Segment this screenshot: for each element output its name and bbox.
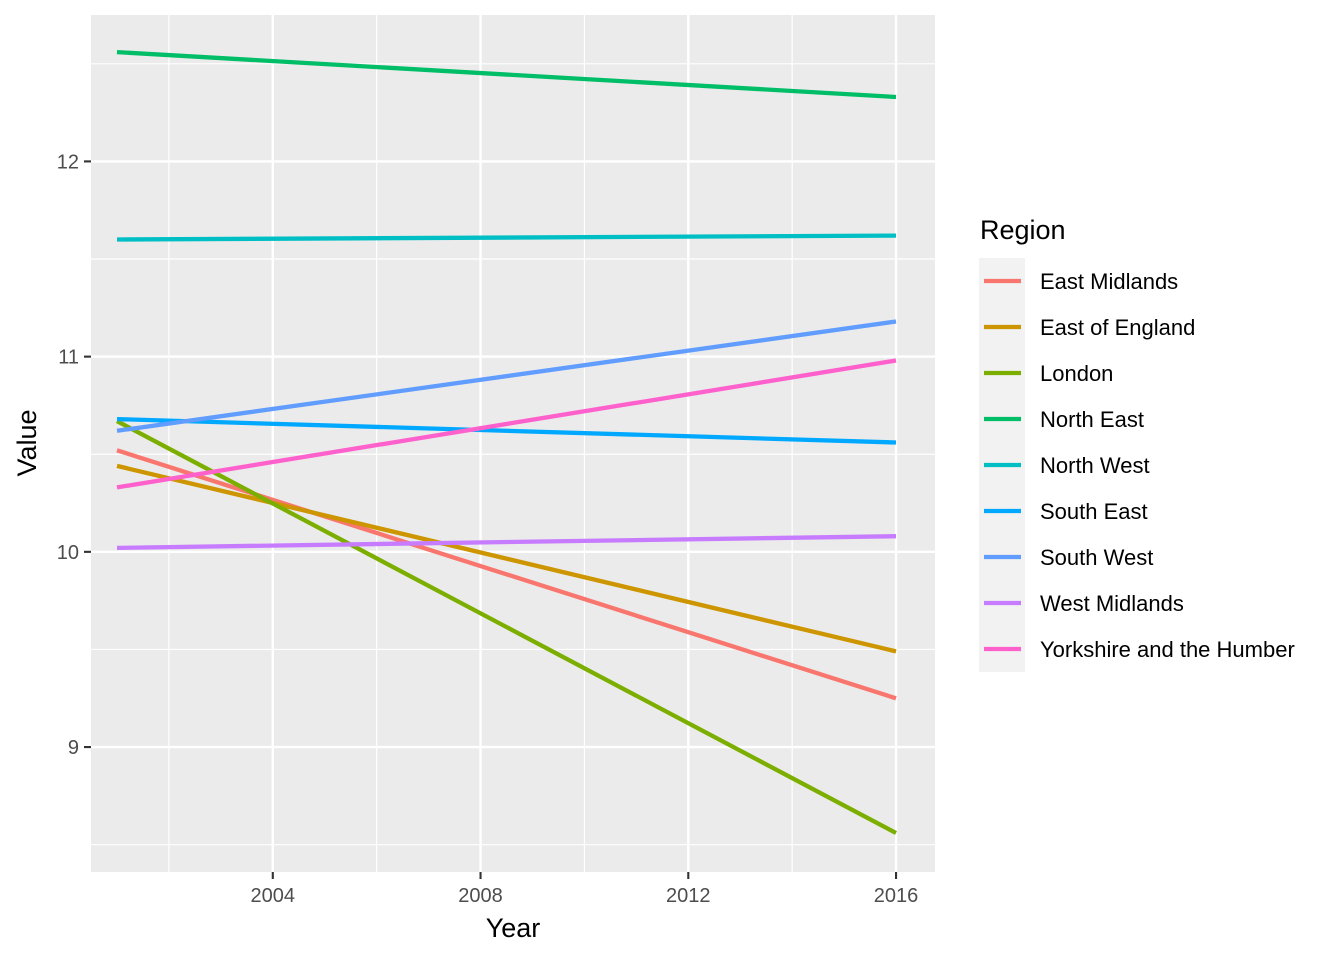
legend-label: Yorkshire and the Humber — [1040, 637, 1295, 662]
legend-title: Region — [980, 215, 1066, 245]
series-line — [116, 534, 897, 551]
series-line — [116, 319, 897, 433]
legend-label: South West — [1040, 545, 1153, 570]
legend: Region East Midlands East of England Londo… — [979, 215, 1295, 672]
legend-label: North East — [1040, 407, 1144, 432]
x-tick-label: 2012 — [666, 885, 711, 907]
grid-minor — [91, 15, 935, 872]
grid-major — [91, 15, 935, 872]
legend-items: East Midlands East of England London North … — [984, 269, 1295, 662]
series-line — [116, 358, 897, 490]
legend-label: West Midlands — [1040, 591, 1184, 616]
x-axis: 2004 2008 2012 2016 — [251, 872, 919, 907]
series-layer — [115, 49, 898, 835]
legend-label: South East — [1040, 499, 1148, 524]
y-tick-label: 10 — [57, 542, 79, 564]
plot-panel — [91, 15, 935, 872]
series-line — [116, 49, 897, 100]
series-line — [115, 419, 898, 835]
x-axis-title: Year — [486, 913, 541, 943]
legend-label: East of England — [1040, 315, 1195, 340]
x-tick-label: 2004 — [251, 885, 296, 907]
series-line — [116, 463, 897, 654]
y-tick-label: 11 — [58, 347, 79, 369]
legend-label: East Midlands — [1040, 269, 1178, 294]
y-tick-label: 12 — [57, 151, 79, 173]
x-tick-label: 2008 — [458, 885, 503, 907]
series-line — [116, 416, 897, 445]
series-line — [116, 233, 897, 242]
y-tick-label: 9 — [68, 737, 79, 759]
y-axis: 9 10 11 12 — [57, 151, 91, 759]
legend-label: London — [1040, 361, 1113, 386]
x-tick-label: 2016 — [874, 885, 919, 907]
legend-label: North West — [1040, 453, 1150, 478]
y-axis-title: Value — [12, 409, 42, 476]
